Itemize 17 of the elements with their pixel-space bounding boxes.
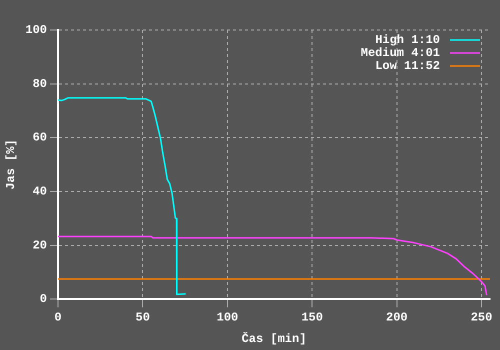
y-tick-label: 60: [32, 130, 48, 145]
y-tick-label: 0: [40, 292, 48, 306]
legend-label: Medium 4:01: [360, 46, 440, 60]
x-axis-title: Čas [min]: [242, 332, 306, 346]
y-tick-label: 80: [32, 76, 48, 91]
x-tick-label: 100: [216, 310, 238, 324]
y-axis-title: Jas [%]: [4, 139, 18, 190]
x-tick-label: 50: [136, 310, 150, 324]
y-tick-label: 100: [25, 23, 48, 38]
legend-label: High 1:10: [375, 33, 440, 48]
x-tick-label: 250: [470, 310, 492, 324]
x-tick-label: 200: [386, 310, 408, 324]
legend-label: Low 11:52: [375, 59, 440, 74]
x-tick-label: 150: [301, 310, 323, 324]
y-tick-label: 40: [32, 184, 48, 199]
y-tick-label: 20: [32, 238, 48, 252]
x-tick-label: 0: [54, 310, 62, 324]
